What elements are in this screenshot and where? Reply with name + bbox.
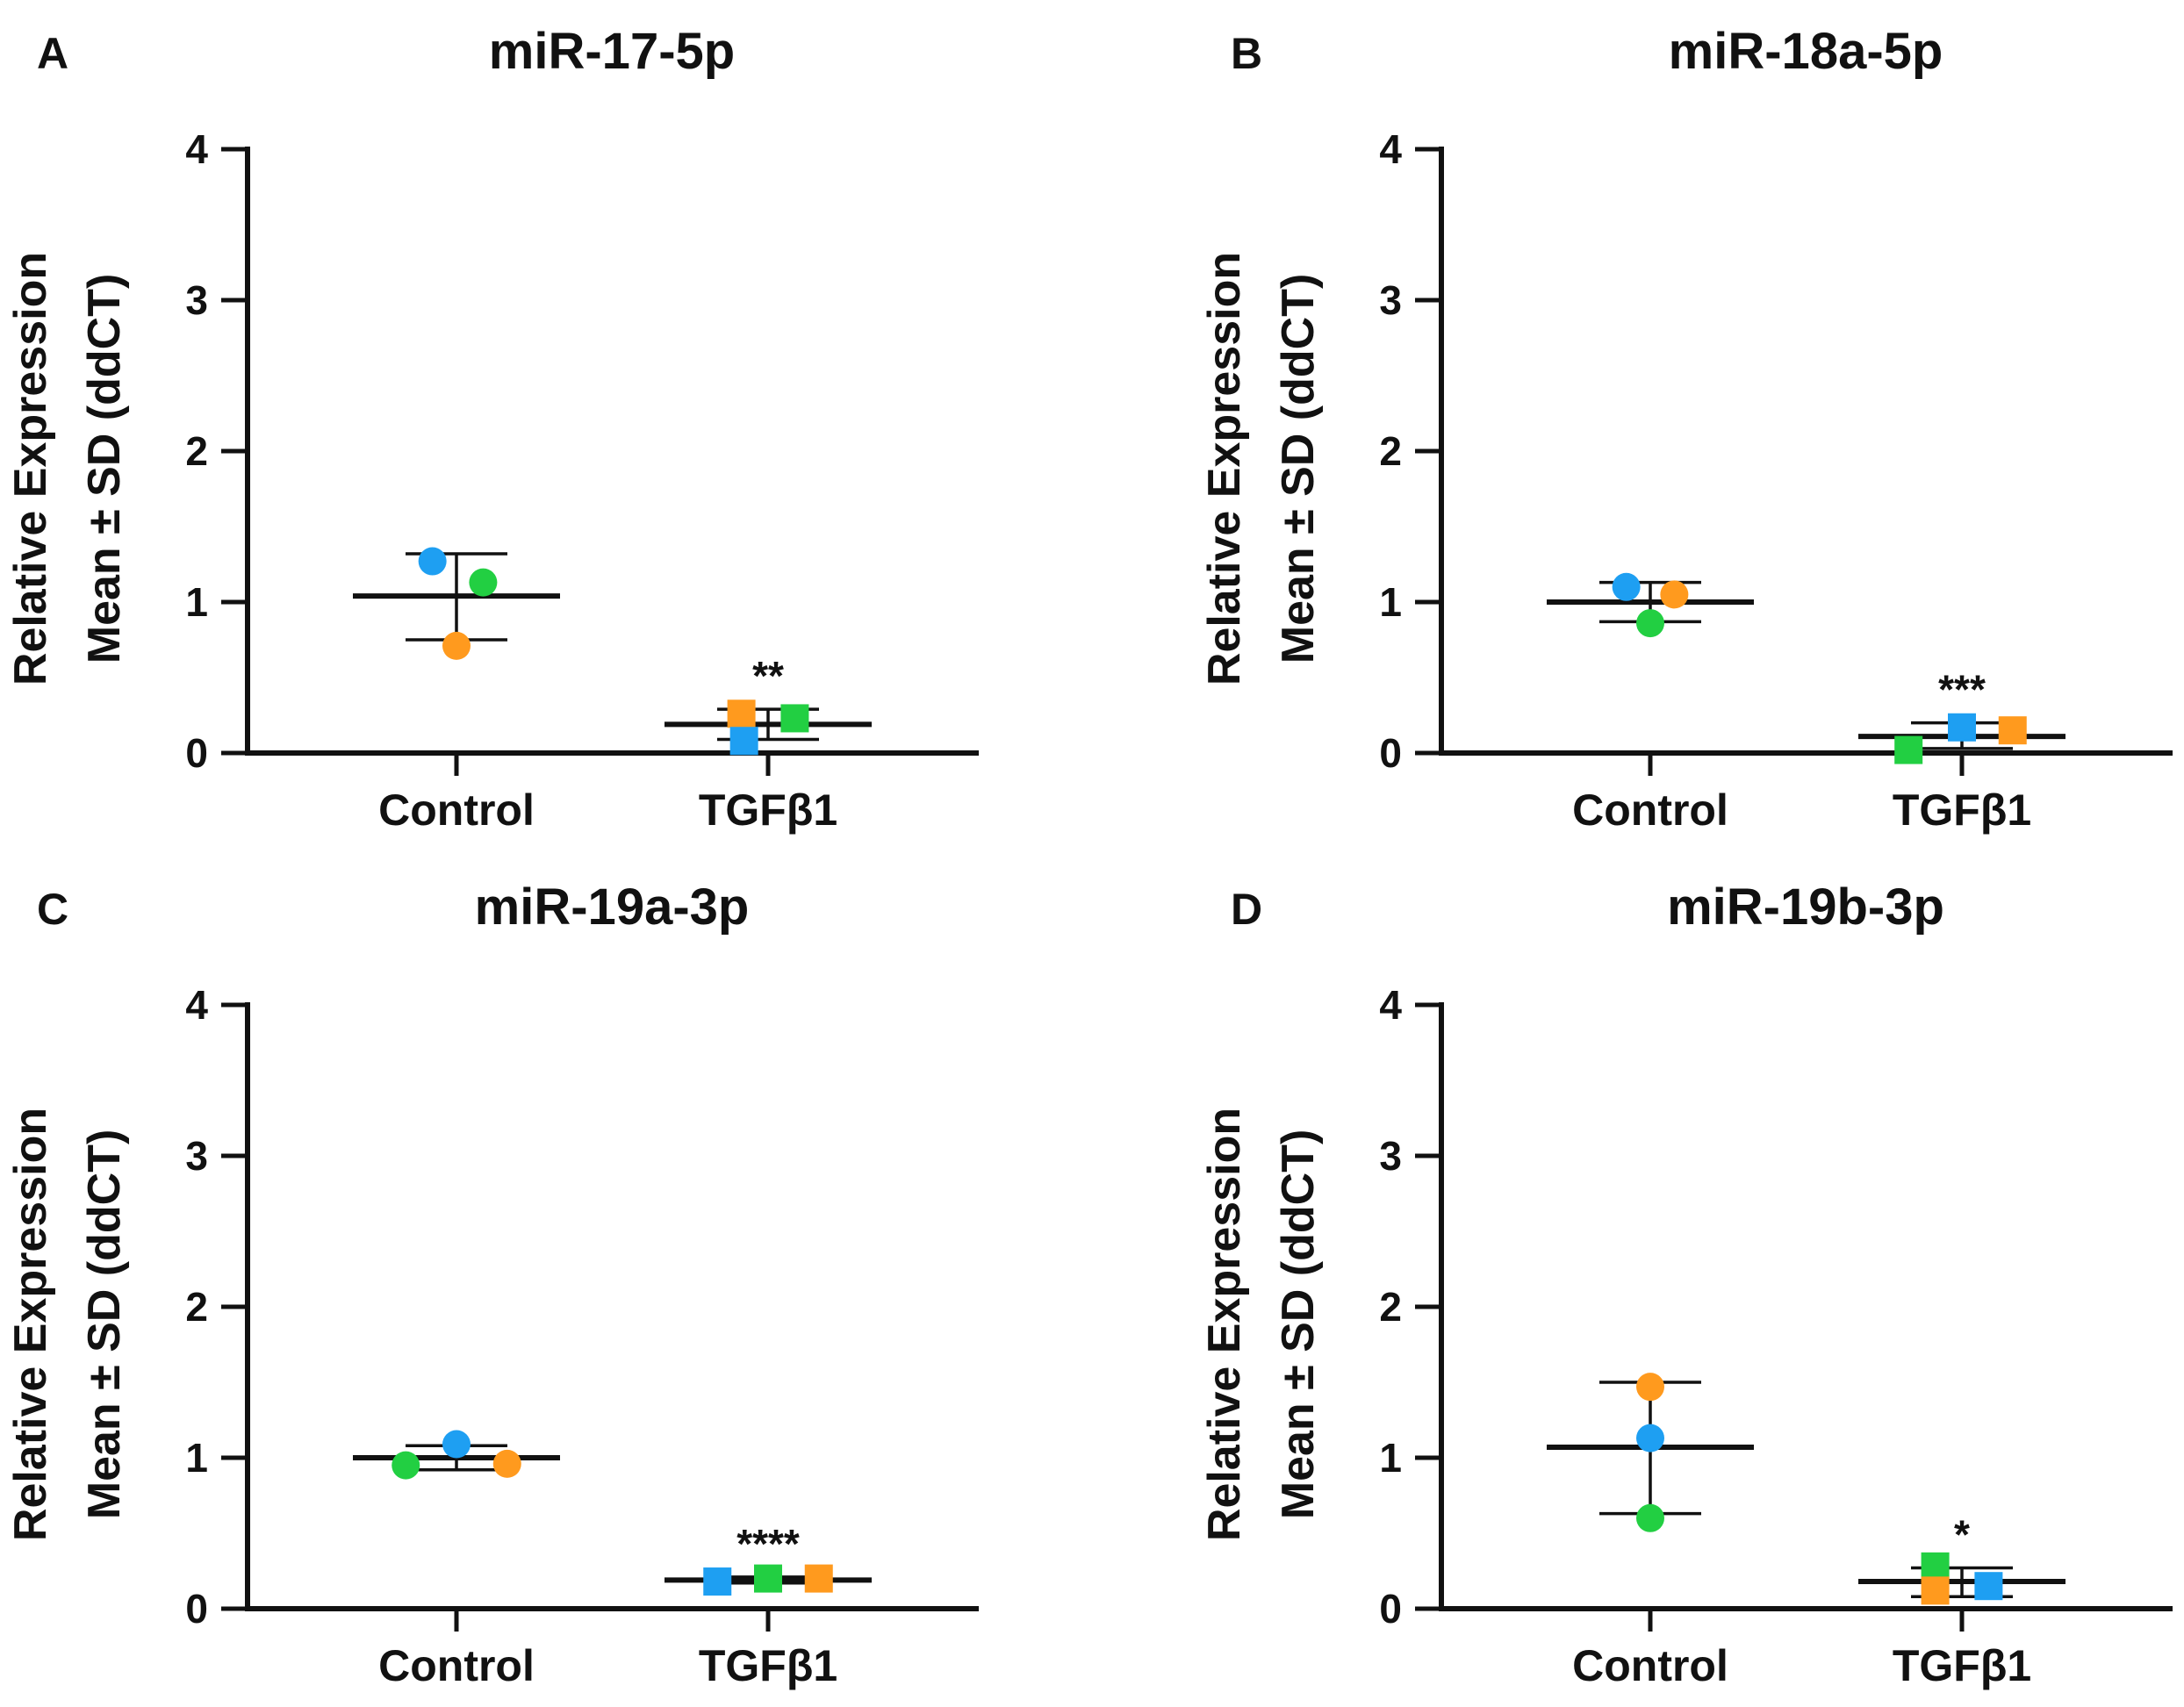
y-axis-label-line1: Relative Expression [5, 1108, 56, 1541]
data-point [1636, 609, 1664, 638]
data-point [1998, 716, 2027, 745]
data-point [1974, 1572, 2003, 1601]
x-tick-label: TGFβ1 [699, 1641, 837, 1690]
x-tick-label: Control [1572, 785, 1728, 835]
y-tick-label: 1 [1379, 1435, 1402, 1481]
panel-letter: B [1231, 29, 1262, 78]
y-axis-label-line1: Relative Expression [5, 252, 56, 685]
panel-title: miR-18a-5p [1669, 23, 1943, 80]
y-tick-label: 0 [185, 1586, 208, 1632]
y-tick-label: 3 [185, 277, 208, 323]
significance-label: ** [752, 653, 784, 699]
y-axis-label-line1: Relative Expression [1199, 1108, 1250, 1541]
y-tick-label: 2 [1379, 428, 1402, 474]
data-point [1612, 572, 1641, 601]
y-tick-label: 4 [1379, 126, 1402, 172]
y-axis-label-line1: Relative Expression [1199, 252, 1250, 685]
x-tick-label: TGFβ1 [1893, 785, 2031, 835]
y-tick-label: 3 [1379, 277, 1402, 323]
y-axis-label-line2: Mean ± SD (ddCT) [1273, 1130, 1324, 1520]
data-point [1921, 1552, 1950, 1581]
panel-title: miR-19a-3p [475, 879, 750, 936]
x-tick-label: Control [1572, 1641, 1728, 1690]
panel-title: miR-19b-3p [1667, 879, 1944, 936]
y-tick-label: 2 [185, 428, 208, 474]
data-point [1948, 713, 1976, 742]
data-point [1921, 1576, 1950, 1605]
y-tick-label: 3 [185, 1133, 208, 1179]
x-tick-label: Control [378, 785, 535, 835]
data-point [469, 568, 498, 597]
y-tick-label: 2 [1379, 1284, 1402, 1330]
significance-label: *** [1938, 667, 1986, 713]
panel-title: miR-17-5p [489, 23, 735, 80]
data-point [727, 699, 756, 728]
data-point [442, 1430, 471, 1459]
panel-letter: C [37, 885, 68, 934]
y-tick-label: 4 [1379, 982, 1402, 1028]
panel-letter: D [1231, 885, 1262, 934]
y-tick-label: 3 [1379, 1133, 1402, 1179]
panel-letter: A [37, 29, 68, 78]
significance-label: **** [736, 1521, 800, 1567]
y-tick-label: 2 [185, 1284, 208, 1330]
data-point [780, 704, 809, 733]
data-point [442, 631, 471, 660]
x-tick-label: TGFβ1 [1893, 1641, 2031, 1690]
data-point [1894, 735, 1923, 764]
data-point [1636, 1373, 1664, 1402]
y-tick-label: 4 [185, 982, 208, 1028]
data-point [729, 727, 758, 756]
y-tick-label: 4 [185, 126, 208, 172]
data-point [418, 547, 447, 576]
data-point [754, 1564, 782, 1593]
y-tick-label: 1 [1379, 579, 1402, 625]
x-tick-label: TGFβ1 [699, 785, 837, 835]
data-point [492, 1449, 521, 1478]
data-point [1636, 1503, 1664, 1532]
y-axis-label-line2: Mean ± SD (ddCT) [79, 1130, 130, 1520]
y-axis-label-line2: Mean ± SD (ddCT) [79, 274, 130, 664]
y-tick-label: 0 [185, 730, 208, 776]
y-tick-label: 0 [1379, 730, 1402, 776]
y-tick-label: 1 [185, 1435, 208, 1481]
y-tick-label: 1 [185, 579, 208, 625]
data-point [392, 1451, 420, 1480]
data-point [1660, 580, 1689, 609]
significance-label: * [1954, 1512, 1970, 1558]
data-point [703, 1567, 732, 1596]
data-point [1636, 1424, 1664, 1452]
y-tick-label: 0 [1379, 1586, 1402, 1632]
data-point [804, 1564, 833, 1593]
y-axis-label-line2: Mean ± SD (ddCT) [1273, 274, 1324, 664]
x-tick-label: Control [378, 1641, 535, 1690]
